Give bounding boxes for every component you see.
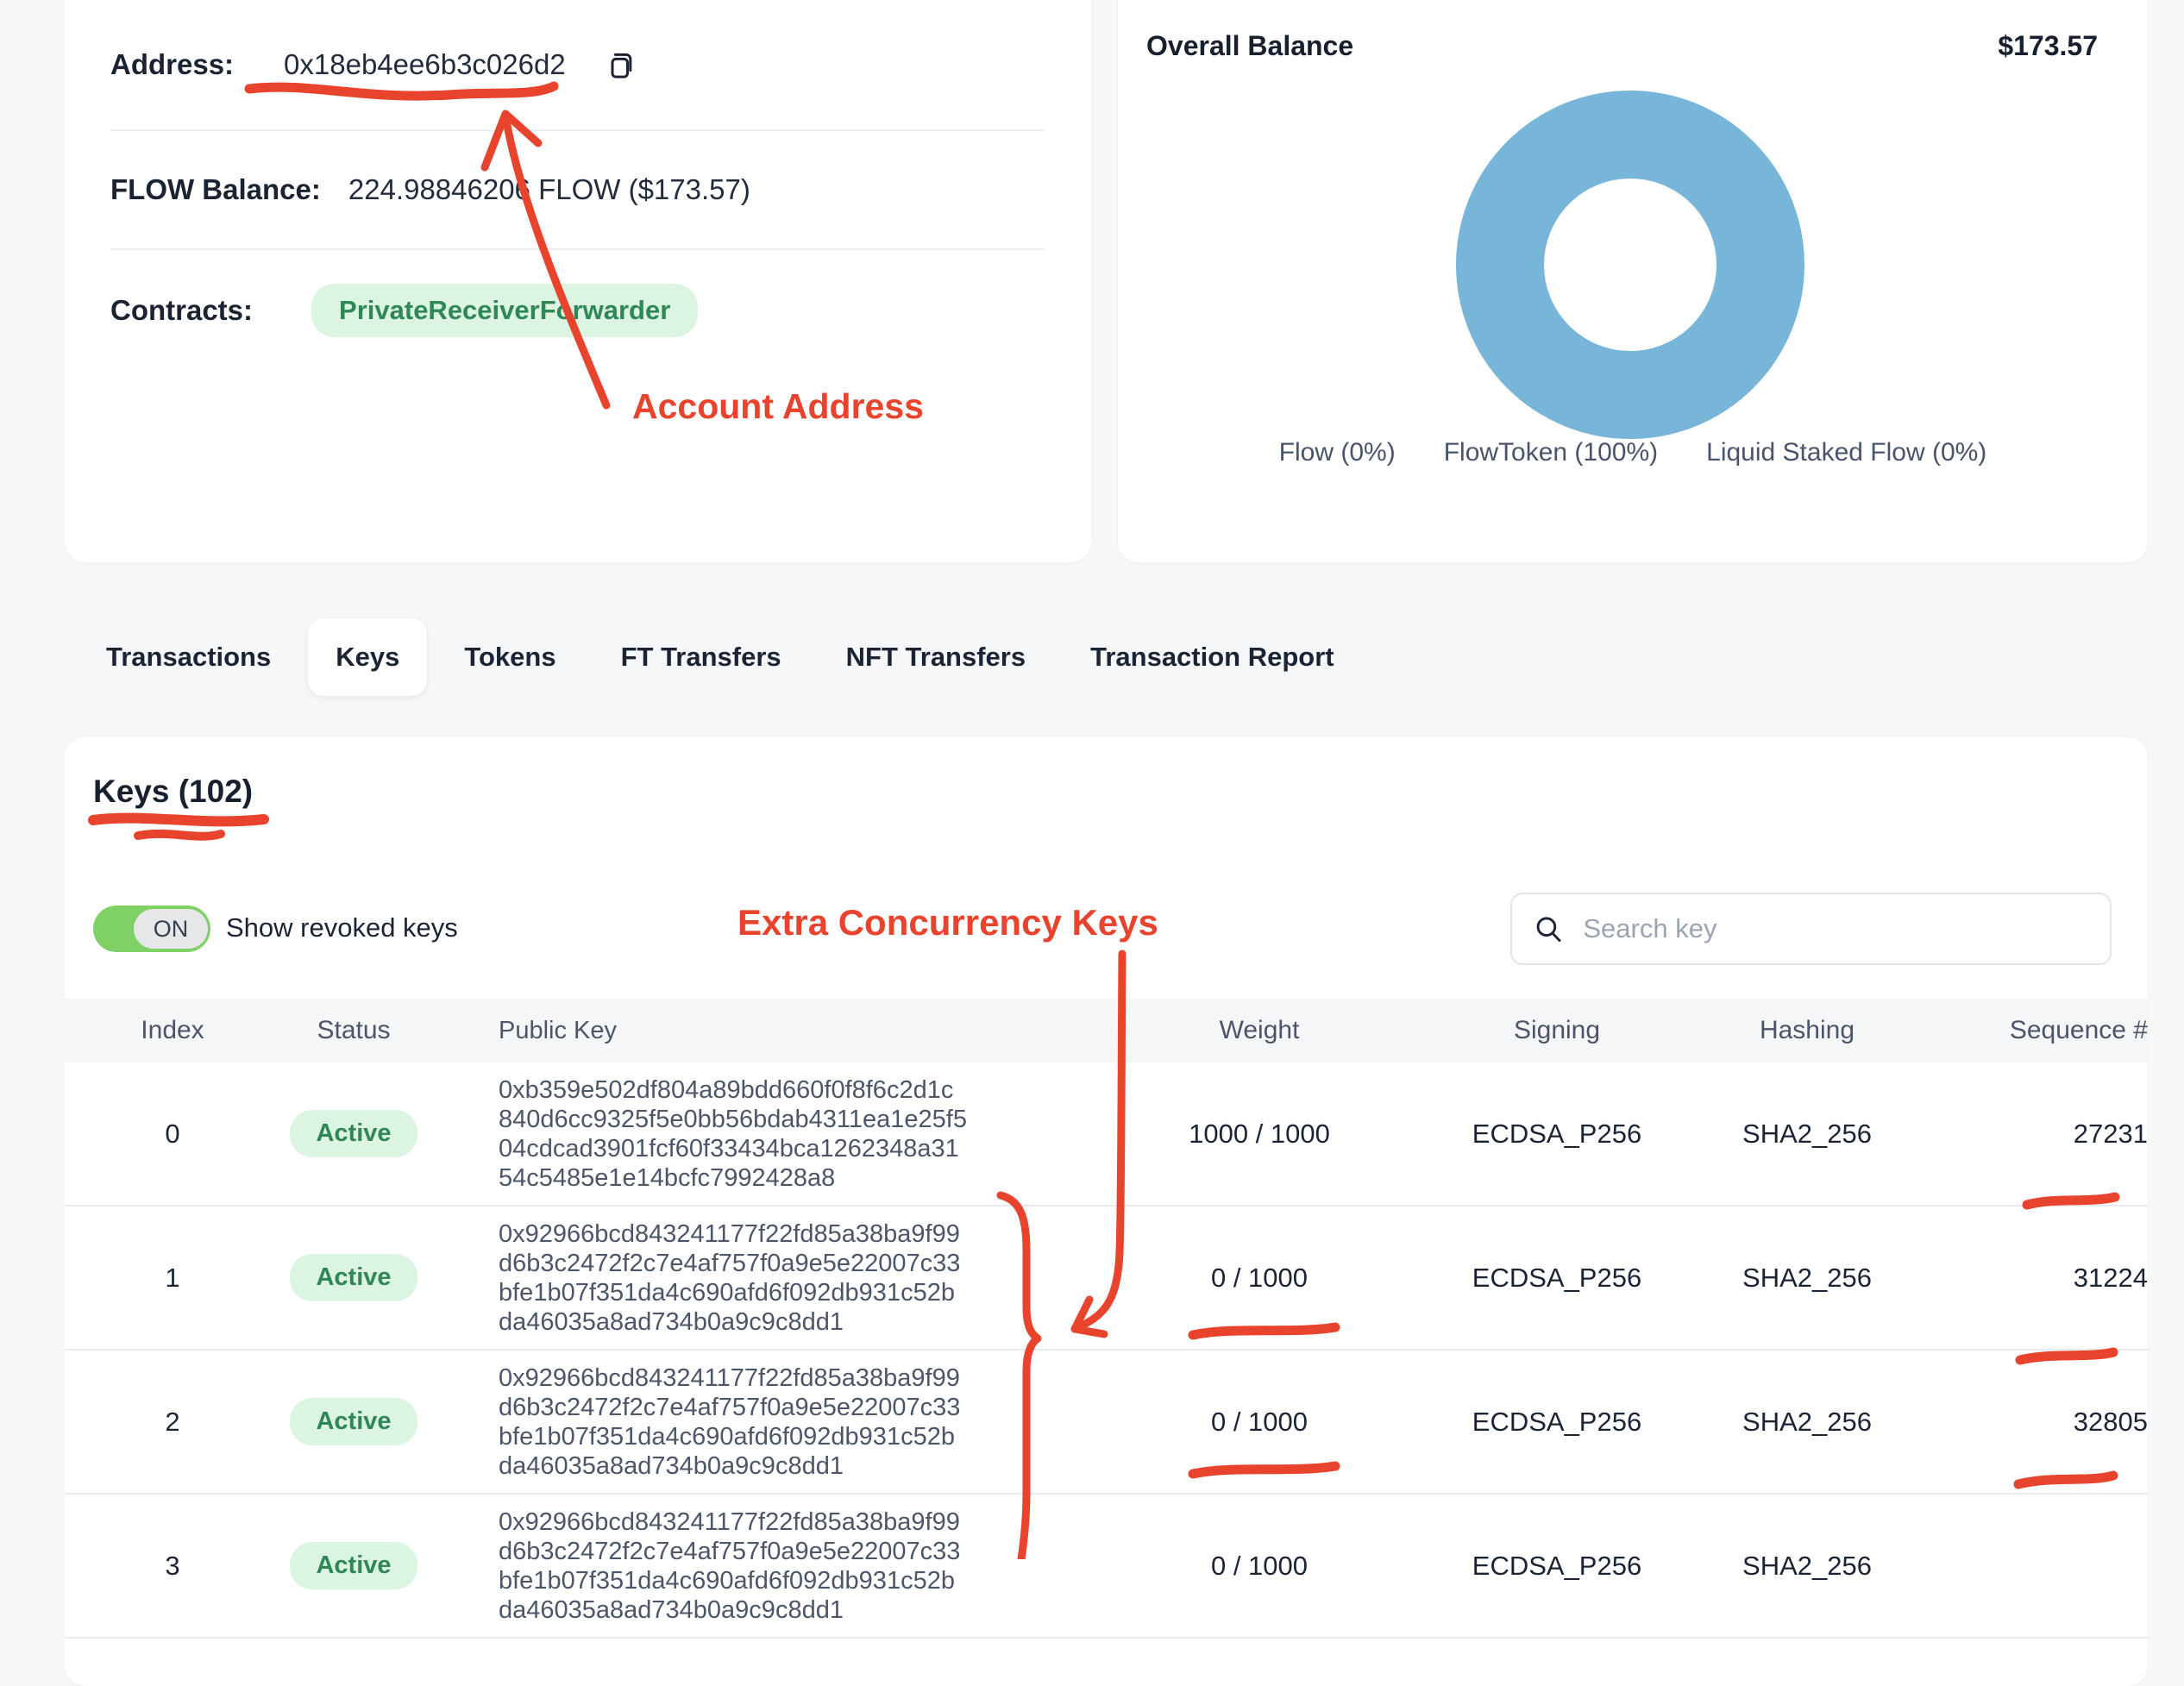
status-badge: Active [290, 1542, 417, 1589]
address-label: Address: [110, 48, 235, 80]
flow-balance-value: 224.98846206 FLOW ($173.57) [348, 173, 750, 205]
tab-transactions[interactable]: Transactions [106, 642, 272, 672]
key-index: 1 [165, 1262, 180, 1293]
toggle-knob[interactable]: ON [134, 909, 208, 949]
copy-icon [611, 53, 632, 78]
public-key-value: 0x92966bcd843241177f22fd85a38ba9f99 d6b3… [499, 1363, 961, 1480]
key-weight: 0 / 1000 [1210, 1262, 1309, 1293]
col-header-signing: Signing [1513, 1016, 1601, 1044]
key-hashing: SHA2_256 [1742, 1406, 1872, 1437]
search-icon [1536, 917, 1561, 943]
search-key-box[interactable] [1510, 893, 2112, 965]
keys-count-title: Keys (102) [93, 774, 254, 809]
key-index: 0 [165, 1118, 180, 1149]
key-signing: ECDSA_P256 [1472, 1262, 1642, 1293]
public-key-value: 0x92966bcd843241177f22fd85a38ba9f99 d6b3… [499, 1219, 961, 1336]
table-row: 2 Active 0x92966bcd843241177f22fd85a38ba… [65, 1351, 2148, 1495]
status-badge: Active [290, 1398, 417, 1445]
status-badge: Active [290, 1110, 417, 1157]
table-row: 0 Active 0xb359e502df804a89bdd660f0f8f6c… [65, 1062, 2148, 1207]
donut-ring-flowtoken [1456, 91, 1804, 439]
key-sequence: 31224 [2073, 1262, 2148, 1293]
contracts-label: Contracts: [110, 294, 254, 326]
account-tabs: Transactions Keys Tokens FT Transfers NF… [106, 614, 1334, 700]
tab-transaction-report[interactable]: Transaction Report [1090, 642, 1334, 672]
key-hashing: SHA2_256 [1742, 1262, 1872, 1293]
keys-table: Index Status Public Key Weight Signing H… [65, 999, 2148, 1639]
key-weight: 0 / 1000 [1210, 1406, 1309, 1437]
key-weight: 0 / 1000 [1210, 1550, 1309, 1581]
col-header-sequence: Sequence # [2009, 1016, 2148, 1044]
tab-nft-transfers[interactable]: NFT Transfers [845, 642, 1026, 672]
col-header-weight: Weight [1219, 1016, 1300, 1044]
show-revoked-keys-toggle[interactable]: ON [93, 906, 210, 952]
key-hashing: SHA2_256 [1742, 1550, 1872, 1581]
overall-balance-title: Overall Balance [1146, 30, 1354, 61]
overall-balance-card: Overall Balance $173.57 Flow (0%) FlowTo… [1118, 0, 2148, 562]
status-badge: Active [290, 1254, 417, 1301]
address-row: Address: 0x18eb4ee6b3c026d2 [110, 0, 1045, 131]
key-signing: ECDSA_P256 [1472, 1406, 1642, 1437]
tab-tokens[interactable]: Tokens [464, 642, 556, 672]
col-header-status: Status [317, 1016, 391, 1044]
table-row: 3 Active 0x92966bcd843241177f22fd85a38ba… [65, 1495, 2148, 1639]
key-signing: ECDSA_P256 [1472, 1118, 1642, 1149]
table-row: 1 Active 0x92966bcd843241177f22fd85a38ba… [65, 1207, 2148, 1351]
key-index: 2 [165, 1406, 180, 1437]
key-status: Active [246, 1542, 461, 1589]
contract-badge[interactable]: PrivateReceiverForwarder [311, 284, 699, 337]
balance-donut-chart [1449, 84, 1811, 446]
col-header-index: Index [141, 1016, 204, 1044]
col-header-hashing: Hashing [1759, 1016, 1855, 1044]
legend-item-flow: Flow (0%) [1278, 438, 1396, 467]
flow-balance-label: FLOW Balance: [110, 173, 321, 205]
key-weight: 1000 / 1000 [1189, 1118, 1330, 1149]
copy-address-button[interactable] [604, 47, 638, 83]
key-hashing: SHA2_256 [1742, 1118, 1872, 1149]
legend-item-flowtoken: FlowToken (100%) [1443, 438, 1659, 467]
overall-balance-amount: $173.57 [1998, 30, 2098, 61]
key-signing: ECDSA_P256 [1472, 1550, 1642, 1581]
keys-table-header: Index Status Public Key Weight Signing H… [65, 999, 2148, 1062]
legend-item-liquid-staked: Liquid Staked Flow (0%) [1706, 438, 1987, 467]
key-sequence: 32805 [2073, 1406, 2148, 1437]
key-status: Active [246, 1110, 461, 1157]
show-revoked-keys-label: Show revoked keys [226, 912, 458, 943]
key-sequence: 27231 [2073, 1118, 2148, 1149]
public-key-value: 0xb359e502df804a89bdd660f0f8f6c2d1c 840d… [499, 1075, 967, 1192]
key-status: Active [246, 1398, 461, 1445]
search-key-input[interactable] [1583, 913, 2089, 944]
tab-ft-transfers[interactable]: FT Transfers [620, 642, 781, 672]
donut-legend: Flow (0%) FlowToken (100%) Liquid Staked… [1118, 438, 2148, 467]
account-address-value: 0x18eb4ee6b3c026d2 [284, 48, 566, 80]
public-key-value: 0x92966bcd843241177f22fd85a38ba9f99 d6b3… [499, 1507, 961, 1624]
keys-panel: Keys (102) ON Show revoked keys Index St… [65, 737, 2148, 1686]
col-header-public-key: Public Key [499, 1016, 618, 1044]
tab-keys[interactable]: Keys [308, 618, 428, 696]
key-index: 3 [165, 1550, 180, 1581]
account-summary-card: Address: 0x18eb4ee6b3c026d2 FLOW Balance… [65, 0, 1091, 562]
flow-balance-row: FLOW Balance: 224.98846206 FLOW ($173.57… [110, 131, 1045, 250]
key-status: Active [246, 1254, 461, 1301]
contracts-row: Contracts: PrivateReceiverForwarder [110, 250, 1045, 371]
